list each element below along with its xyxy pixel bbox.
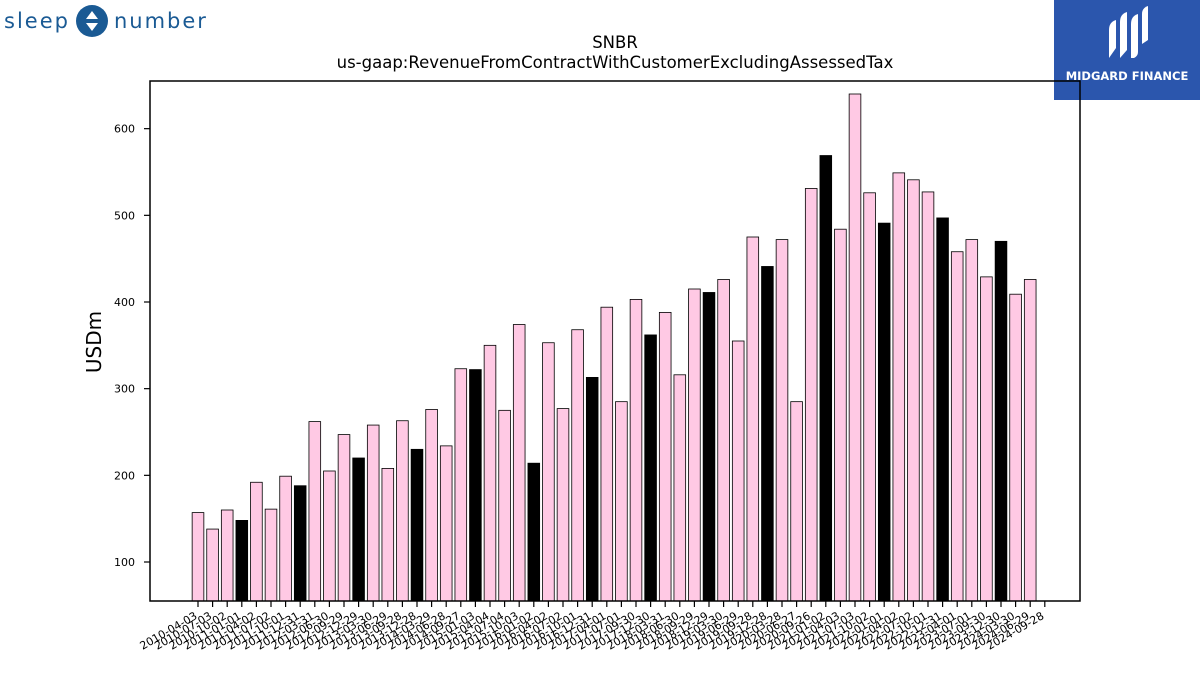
bar-2016-04-02 xyxy=(542,342,555,602)
bar-2010-07-03 xyxy=(206,528,219,602)
bar-2013-12-28 xyxy=(410,448,424,602)
bar-2013-09-28 xyxy=(396,420,409,602)
bar-2018-06-30 xyxy=(673,374,687,602)
bar-2017-07-01 xyxy=(615,401,628,602)
bar-2019-03-30 xyxy=(717,279,730,602)
bar-2024-06-29 xyxy=(1023,279,1037,602)
bar-2012-03-31 xyxy=(308,421,322,602)
chart-title: SNBR xyxy=(592,33,638,52)
bar-2022-04-02 xyxy=(892,172,906,602)
bar-2022-12-31 xyxy=(936,217,949,602)
bar-2012-09-29 xyxy=(337,434,351,602)
plot-frame xyxy=(149,80,1081,602)
bar-2021-01-02 xyxy=(819,155,833,602)
bar-2017-04-01 xyxy=(600,306,614,602)
bar-2023-12-30 xyxy=(994,240,1008,602)
bar-2013-06-29 xyxy=(381,467,395,602)
bar-2022-10-01 xyxy=(921,191,935,602)
bar-2019-09-28 xyxy=(746,236,760,602)
y-tick-label: 600 xyxy=(114,123,135,136)
bar-2012-06-30 xyxy=(323,470,336,602)
bar-2015-01-03 xyxy=(469,369,482,602)
midgard-emblem-icon xyxy=(1109,6,1148,58)
bar-2022-07-02 xyxy=(907,179,920,602)
y-axis-label: USDm xyxy=(82,311,106,373)
bar-2021-07-03 xyxy=(848,93,862,602)
bar-2012-12-29 xyxy=(352,457,365,602)
logo-word-sleep: sleep xyxy=(4,9,70,33)
bar-2024-03-30 xyxy=(1009,293,1022,602)
y-tick-label: 200 xyxy=(114,469,135,482)
y-tick-label: 400 xyxy=(114,296,135,309)
sleep-number-logo: sleep number xyxy=(4,4,208,38)
midgard-finance-logo: MIDGARD FINANCE xyxy=(1054,0,1200,100)
y-ticks-group: 100 200 300 400 500 600 xyxy=(114,123,150,569)
bar-2018-03-31 xyxy=(658,311,672,602)
bar-2020-09-26 xyxy=(804,188,818,602)
sleep-number-emblem-icon xyxy=(75,5,108,37)
chart-subtitle: us-gaap:RevenueFromContractWithCustomerE… xyxy=(337,53,894,72)
bar-2013-03-30 xyxy=(366,424,380,602)
bar-2014-09-27 xyxy=(454,368,468,602)
bar-2023-07-01 xyxy=(965,239,979,602)
bar-2022-01-01 xyxy=(877,222,891,602)
bar-2015-04-04 xyxy=(483,344,497,602)
bar-2014-03-29 xyxy=(425,409,438,602)
bar-2016-12-31 xyxy=(585,376,599,602)
bar-2011-04-02 xyxy=(250,481,263,602)
x-ticks-group: 2010-04-032010-07-032010-10-022011-01-01… xyxy=(138,601,1046,653)
bar-2023-09-30 xyxy=(980,276,993,602)
bar-2015-10-03 xyxy=(512,324,526,602)
bars-group xyxy=(191,93,1037,602)
bar-2016-01-02 xyxy=(527,462,541,602)
bar-2021-04-03 xyxy=(834,228,847,602)
bar-2018-12-29 xyxy=(702,292,716,602)
bar-2011-01-01 xyxy=(235,520,249,602)
bar-2011-07-02 xyxy=(264,508,278,602)
bar-2019-06-29 xyxy=(731,340,745,602)
bar-2014-06-28 xyxy=(439,445,453,602)
y-tick-label: 300 xyxy=(114,383,135,396)
bar-2020-06-27 xyxy=(790,401,803,602)
bar-2020-03-28 xyxy=(775,239,789,602)
y-tick-label: 100 xyxy=(114,556,135,569)
bar-2010-04-03 xyxy=(191,512,205,602)
bar-2011-10-01 xyxy=(279,475,292,602)
bar-2021-10-02 xyxy=(863,192,876,602)
bar-2011-12-31 xyxy=(293,485,307,602)
midgard-finance-wordmark: MIDGARD FINANCE xyxy=(1065,69,1189,83)
bar-2018-09-29 xyxy=(688,288,701,602)
bar-2010-10-02 xyxy=(220,509,234,602)
logo-word-number: number xyxy=(113,9,208,33)
bar-2016-10-01 xyxy=(571,329,584,602)
bar-2019-12-28 xyxy=(761,266,774,602)
bar-2016-07-02 xyxy=(556,408,570,602)
bar-2015-07-04 xyxy=(498,409,511,602)
bar-2017-12-30 xyxy=(644,334,657,602)
bar-2017-09-30 xyxy=(629,298,643,602)
bar-2023-04-01 xyxy=(950,251,964,602)
y-tick-label: 500 xyxy=(114,209,135,222)
